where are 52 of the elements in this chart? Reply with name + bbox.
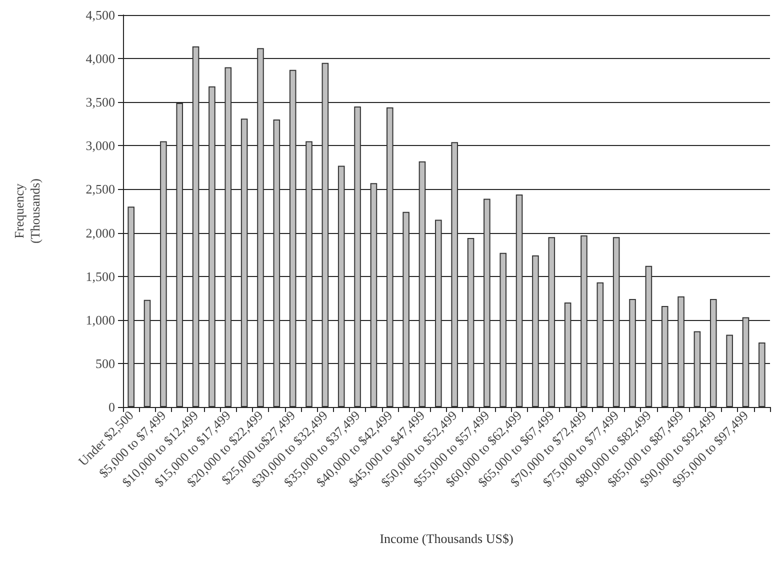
bar bbox=[240, 118, 248, 407]
bar bbox=[370, 183, 378, 407]
bar bbox=[289, 70, 296, 407]
bar bbox=[516, 194, 523, 407]
bar bbox=[629, 298, 636, 407]
x-axis-title: Income (Thousands US$) bbox=[380, 531, 514, 546]
bar bbox=[467, 238, 474, 407]
y-tick-label: 500 bbox=[96, 356, 115, 371]
bar bbox=[710, 298, 717, 407]
bar bbox=[661, 306, 668, 407]
bar bbox=[128, 206, 134, 407]
bar bbox=[596, 282, 604, 407]
y-tick-label: 1,500 bbox=[86, 268, 115, 284]
y-tick-label: 4,500 bbox=[86, 8, 115, 22]
y-axis-title: Frequency (Thousands) bbox=[12, 178, 42, 244]
y-tick-label: 2,500 bbox=[86, 182, 115, 197]
bar bbox=[160, 141, 167, 407]
bar bbox=[726, 334, 733, 407]
bar bbox=[354, 106, 361, 407]
y-tick-label: 4,000 bbox=[86, 51, 115, 66]
bar bbox=[548, 237, 556, 407]
bar bbox=[451, 142, 458, 407]
bar bbox=[645, 266, 652, 407]
bar bbox=[322, 62, 329, 407]
y-tick-label: 3,500 bbox=[86, 94, 115, 110]
bar bbox=[208, 86, 216, 407]
bar bbox=[532, 255, 539, 407]
bar bbox=[435, 220, 442, 407]
bar bbox=[402, 212, 410, 407]
bar bbox=[192, 46, 200, 407]
bar bbox=[176, 102, 184, 407]
bar bbox=[273, 120, 280, 407]
bar bbox=[257, 48, 264, 407]
bar bbox=[224, 67, 232, 407]
y-tick-label: 1,000 bbox=[86, 312, 115, 328]
bar bbox=[742, 317, 750, 407]
bar bbox=[484, 198, 490, 407]
bar bbox=[306, 141, 312, 407]
bar bbox=[580, 235, 588, 407]
y-tick-label: 0 bbox=[108, 400, 115, 414]
bar bbox=[338, 166, 345, 407]
bar bbox=[678, 296, 684, 407]
bar bbox=[612, 237, 620, 407]
bar bbox=[758, 342, 766, 407]
bar bbox=[144, 300, 151, 407]
y-tick-label: 3,000 bbox=[86, 138, 115, 154]
y-tick-label: 2,000 bbox=[86, 225, 115, 240]
bar bbox=[694, 331, 701, 407]
bar bbox=[386, 107, 394, 407]
bar bbox=[500, 252, 507, 407]
bar bbox=[418, 161, 426, 407]
bar bbox=[564, 302, 572, 407]
